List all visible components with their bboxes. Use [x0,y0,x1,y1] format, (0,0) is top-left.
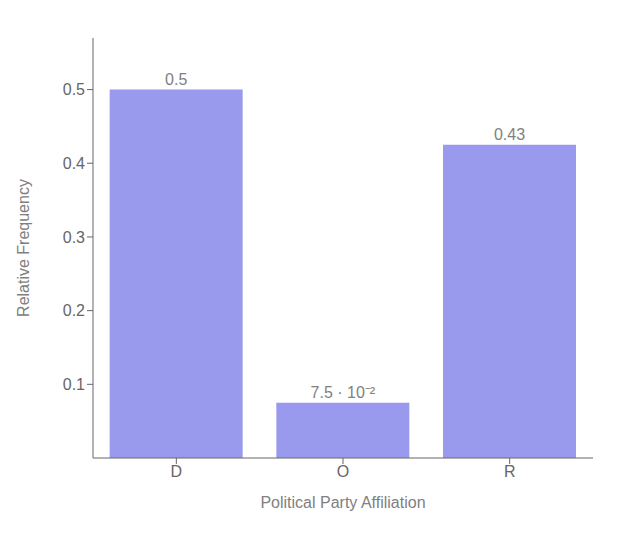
svg-text:0.43: 0.43 [494,126,525,143]
svg-text:0.5: 0.5 [63,81,85,98]
svg-text:0.1: 0.1 [63,376,85,393]
svg-text:R: R [504,463,516,480]
svg-text:0.3: 0.3 [63,229,85,246]
svg-text:7.5 · 10⁻²: 7.5 · 10⁻² [311,384,376,401]
svg-text:0.5: 0.5 [165,71,187,88]
svg-text:Relative Frequency: Relative Frequency [15,179,32,317]
svg-text:0.2: 0.2 [63,302,85,319]
svg-text:Political Party Affiliation: Political Party Affiliation [260,494,425,511]
svg-text:D: D [171,463,183,480]
svg-text:0.4: 0.4 [63,155,85,172]
svg-text:O: O [337,463,349,480]
